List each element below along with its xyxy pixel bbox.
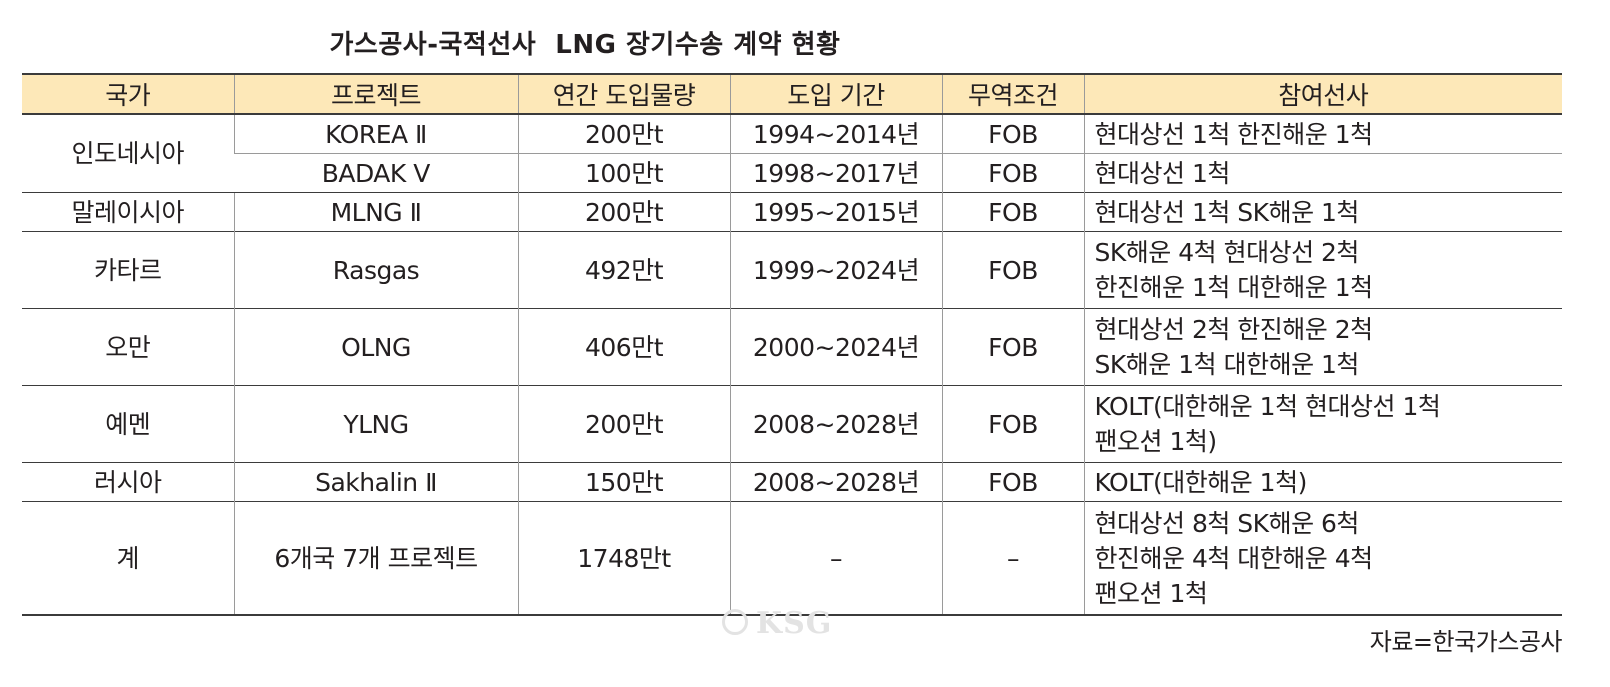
project-cell: BADAK Ⅴ (234, 153, 518, 193)
table-row-total: 계 6개국 7개 프로젝트 1748만t – – 현대상선 8척 SK해운 6척… (22, 501, 1562, 616)
carrier-line: 현대상선 8척 SK해운 6척 (1094, 508, 1360, 538)
carriers-cell: 현대상선 1척 한진해운 1척 (1083, 113, 1562, 154)
period-cell: 2008∼2028년 (729, 385, 942, 463)
carriers-cell: KOLT(대한해운 1척) (1083, 462, 1562, 502)
period-cell: 2000∼2024년 (729, 308, 942, 386)
terms-cell: FOB (941, 192, 1084, 232)
carrier-line: 현대상선 2척 한진해운 2척 (1094, 315, 1374, 344)
period-cell: 1999∼2024년 (729, 231, 942, 309)
lng-contract-table: 국가 프로젝트 연간 도입물량 도입 기간 무역조건 참여선사 인도네시아 KO… (22, 73, 1562, 616)
table-row: 카타르 Rasgas 492만t 1999∼2024년 FOB SK해운 4척 … (22, 231, 1562, 309)
volume-cell: 200만t (517, 192, 730, 232)
volume-cell: 100만t (517, 153, 730, 193)
volume-cell: 406만t (517, 308, 730, 386)
carrier-line: 팬오션 1척 (1094, 578, 1208, 608)
period-cell: – (729, 501, 942, 616)
carrier-line: 현대상선 1척 SK해운 1척 (1094, 197, 1360, 227)
period-cell: 1994∼2014년 (729, 113, 942, 154)
header-country: 국가 (22, 73, 234, 115)
terms-cell: FOB (941, 462, 1084, 502)
carriers-cell: 현대상선 2척 한진해운 2척 SK해운 1척 대한해운 1척 (1083, 308, 1562, 386)
project-cell: Rasgas (233, 231, 518, 309)
carrier-line: 한진해운 1척 대한해운 1척 (1094, 273, 1374, 302)
project-cell: MLNG Ⅱ (233, 192, 518, 232)
project-cell: 6개국 7개 프로젝트 (233, 501, 518, 616)
carriers-cell: 현대상선 1척 (1083, 153, 1562, 193)
country-cell: 러시아 (22, 462, 234, 502)
carriers-cell: 현대상선 1척 SK해운 1척 (1083, 192, 1562, 232)
carrier-line: KOLT(대한해운 1척) (1094, 467, 1308, 497)
volume-cell: 200만t (517, 113, 730, 154)
volume-cell: 1748만t (517, 501, 730, 616)
volume-cell: 150만t (517, 462, 730, 502)
carrier-line: SK해운 1척 대한해운 1척 (1094, 350, 1360, 379)
header-period: 도입 기간 (729, 73, 942, 115)
period-cell: 1998∼2017년 (729, 153, 942, 193)
country-cell: 계 (22, 501, 234, 616)
table-row: 말레이시아 MLNG Ⅱ 200만t 1995∼2015년 FOB 현대상선 1… (22, 192, 1562, 232)
table-row: 러시아 Sakhalin Ⅱ 150만t 2008∼2028년 FOB KOLT… (22, 462, 1562, 502)
terms-cell: FOB (941, 231, 1084, 309)
table-row: 인도네시아 KOREA Ⅱ 200만t 1994∼2014년 FOB 현대상선 … (22, 113, 1562, 193)
volume-cell: 200만t (517, 385, 730, 463)
terms-cell: – (941, 501, 1084, 616)
country-cell: 인도네시아 (22, 113, 234, 193)
country-cell: 카타르 (22, 231, 234, 309)
project-cell: OLNG (233, 308, 518, 386)
watermark-text: KSG (756, 606, 833, 641)
carrier-line: KOLT(대한해운 1척 현대상선 1척 (1094, 392, 1441, 421)
volume-cell: 492만t (517, 231, 730, 309)
project-cell: KOREA Ⅱ (233, 113, 518, 154)
project-cell: YLNG (233, 385, 518, 463)
table-title: 가스공사-국적선사 LNG 장기수송 계약 현황 (329, 30, 841, 60)
carriers-cell: KOLT(대한해운 1척 현대상선 1척 팬오션 1척) (1083, 385, 1562, 463)
header-project: 프로젝트 (233, 73, 518, 115)
watermark-logo: KSG (722, 606, 832, 641)
period-cell: 2008∼2028년 (729, 462, 942, 502)
carrier-line: SK해운 4척 현대상선 2척 (1094, 238, 1360, 267)
header-row: 국가 프로젝트 연간 도입물량 도입 기간 무역조건 참여선사 (22, 73, 1562, 115)
table-row: 오만 OLNG 406만t 2000∼2024년 FOB 현대상선 2척 한진해… (22, 308, 1562, 386)
country-cell: 말레이시아 (22, 192, 234, 232)
carrier-line: 한진해운 4척 대한해운 4척 (1094, 543, 1374, 573)
carriers-cell: 현대상선 8척 SK해운 6척 한진해운 4척 대한해운 4척 팬오션 1척 (1083, 501, 1562, 616)
carrier-line: 현대상선 1척 (1094, 158, 1231, 188)
seal-icon (722, 609, 748, 635)
table-row: BADAK Ⅴ 100만t 1998∼2017년 FOB 현대상선 1척 (22, 153, 1562, 193)
terms-cell: FOB (941, 153, 1084, 193)
source-note: 자료=한국가스공사 (1369, 628, 1563, 656)
header-volume: 연간 도입물량 (517, 73, 730, 115)
header-terms: 무역조건 (941, 73, 1084, 115)
terms-cell: FOB (941, 308, 1084, 386)
carrier-line: 팬오션 1척) (1094, 427, 1218, 456)
period-cell: 1995∼2015년 (729, 192, 942, 232)
table-row: 예멘 YLNG 200만t 2008∼2028년 FOB KOLT(대한해운 1… (22, 385, 1562, 463)
project-cell: Sakhalin Ⅱ (233, 462, 518, 502)
header-carriers: 참여선사 (1083, 73, 1562, 115)
carrier-line: 현대상선 1척 한진해운 1척 (1094, 119, 1374, 149)
carriers-cell: SK해운 4척 현대상선 2척 한진해운 1척 대한해운 1척 (1083, 231, 1562, 309)
country-cell: 오만 (22, 308, 234, 386)
country-cell: 예멘 (22, 385, 234, 463)
terms-cell: FOB (941, 385, 1084, 463)
terms-cell: FOB (941, 113, 1084, 154)
